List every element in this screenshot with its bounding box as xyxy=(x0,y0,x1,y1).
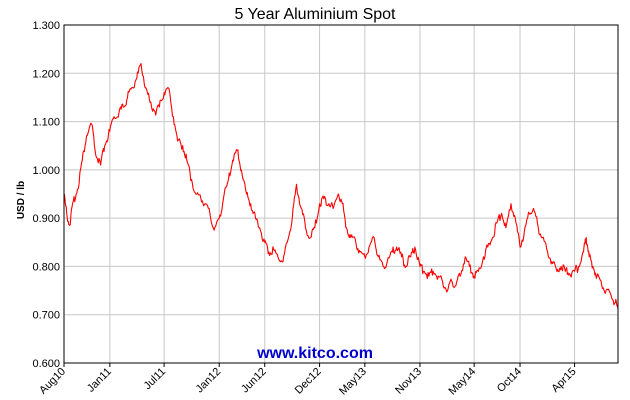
y-tick-label: 0.800 xyxy=(32,261,60,273)
series-layer xyxy=(63,63,619,310)
series-line xyxy=(63,63,619,310)
chart-title: 5 Year Aluminium Spot xyxy=(235,6,397,23)
plot-frame xyxy=(63,24,619,364)
y-tick-label: 1.000 xyxy=(32,165,60,177)
grid-layer xyxy=(63,24,618,364)
watermark-link[interactable]: www.kitco.com xyxy=(256,345,373,362)
y-tick-labels: 0.600 0.700 0.800 0.900 1.000 1.100 1.200 1.300 xyxy=(32,20,60,370)
y-tick-label: 1.300 xyxy=(32,20,60,32)
y-tick-label: 0.700 xyxy=(32,310,60,322)
y-tick-label: 0.600 xyxy=(32,358,60,370)
y-axis-label: USD / lb xyxy=(16,181,27,219)
y-tick-label: 1.200 xyxy=(32,68,60,80)
y-tick-label: 1.100 xyxy=(32,117,60,129)
y-tick-label: 0.900 xyxy=(32,213,60,225)
